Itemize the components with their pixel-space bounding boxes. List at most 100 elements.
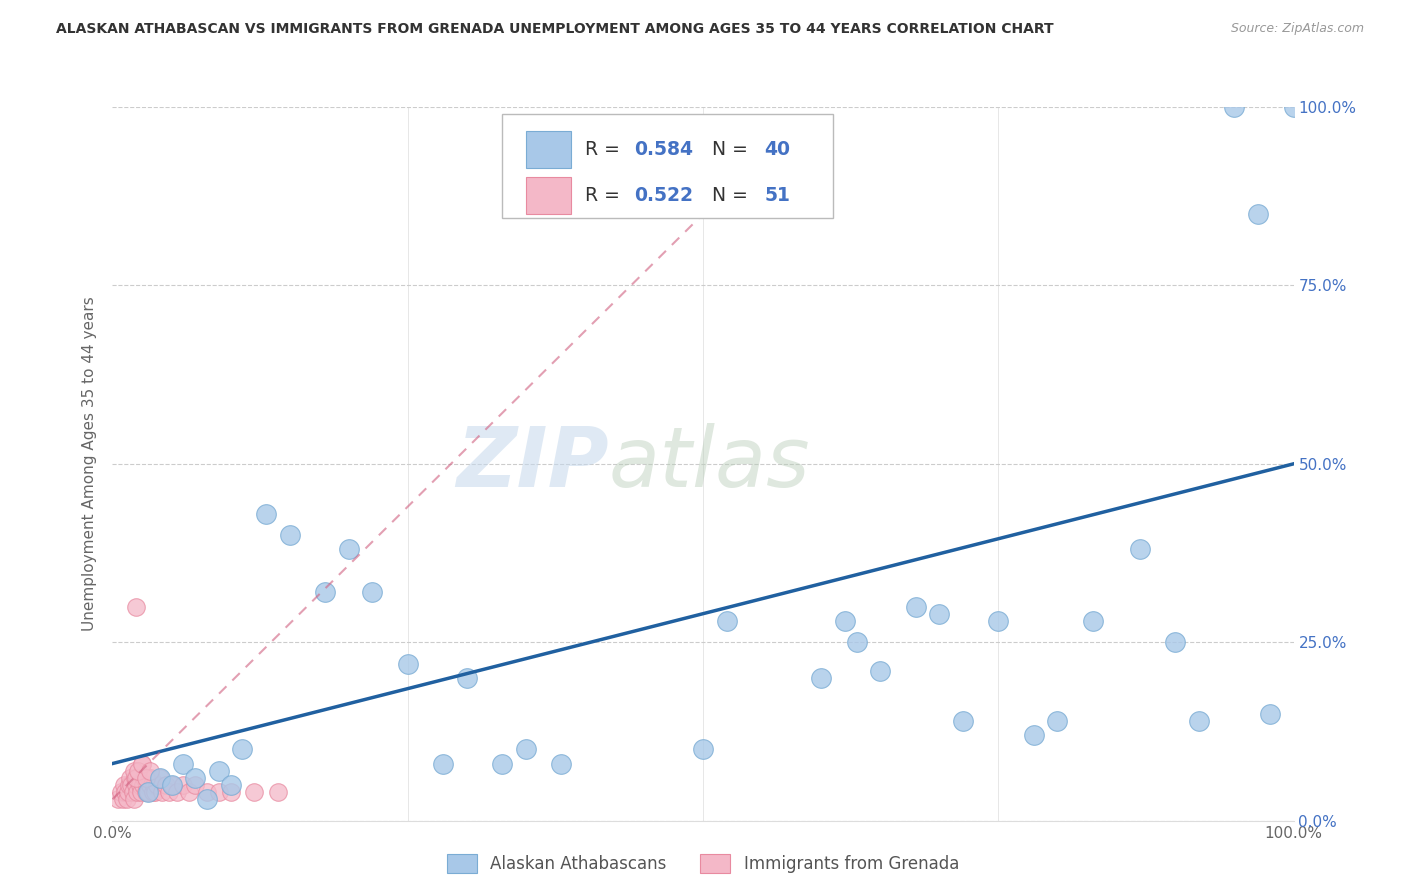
Point [952,714,974,728]
Point [124,771,146,785]
Point [115,792,138,806]
Text: 0.522: 0.522 [634,186,693,205]
Point [1164,635,1187,649]
Point [146,778,169,792]
Point [987,614,1010,628]
Point [157,785,180,799]
Point [515,742,537,756]
Point [314,585,336,599]
Point [135,771,157,785]
Text: ZIP: ZIP [456,424,609,504]
Point [125,778,148,792]
Point [142,785,165,799]
Point [179,785,201,799]
Point [219,785,242,799]
Text: Source: ZipAtlas.com: Source: ZipAtlas.com [1230,22,1364,36]
Point [117,785,139,799]
Point [1188,714,1211,728]
Point [195,792,218,806]
Point [110,785,132,799]
Point [136,785,159,799]
Text: R =: R = [585,140,626,159]
Point [243,785,266,799]
Point [134,771,156,785]
Point [361,585,384,599]
Point [1258,706,1281,721]
Point [125,771,148,785]
Point [166,785,188,799]
Point [135,778,157,792]
Point [1282,100,1305,114]
Point [904,599,927,614]
FancyBboxPatch shape [526,177,571,214]
Point [172,778,194,792]
Point [122,764,145,778]
Point [128,778,150,792]
Point [120,778,142,792]
Point [125,599,148,614]
Point [139,778,162,792]
Point [184,771,207,785]
Y-axis label: Unemployment Among Ages 35 to 44 years: Unemployment Among Ages 35 to 44 years [82,296,97,632]
FancyBboxPatch shape [502,114,832,218]
Point [112,778,135,792]
Point [127,764,149,778]
Point [112,792,135,806]
Point [219,778,242,792]
Point [1247,207,1270,221]
Text: R =: R = [585,186,626,205]
Point [160,778,183,792]
Point [121,785,143,799]
Text: 51: 51 [765,186,790,205]
Point [396,657,419,671]
Point [928,607,950,621]
Point [208,764,231,778]
Point [208,785,231,799]
Point [143,785,166,799]
Point [136,785,159,799]
Point [150,785,173,799]
Point [267,785,290,799]
Point [131,756,153,771]
Point [432,756,454,771]
Point [142,778,165,792]
Point [129,785,152,799]
Point [716,614,738,628]
Point [141,771,163,785]
Text: N =: N = [713,140,755,159]
Point [135,785,157,799]
Point [278,528,301,542]
Point [195,785,218,799]
Point [132,778,155,792]
Point [1046,714,1069,728]
Point [231,742,253,756]
Text: 40: 40 [765,140,790,159]
Point [1081,614,1104,628]
Point [550,756,572,771]
Point [869,664,891,678]
Text: ALASKAN ATHABASCAN VS IMMIGRANTS FROM GRENADA UNEMPLOYMENT AMONG AGES 35 TO 44 Y: ALASKAN ATHABASCAN VS IMMIGRANTS FROM GR… [56,22,1054,37]
Point [118,778,141,792]
Text: N =: N = [713,186,755,205]
Point [139,764,162,778]
Point [160,778,183,792]
Point [1129,542,1152,557]
Point [149,771,172,785]
Point [172,756,194,771]
Point [491,756,513,771]
Point [122,792,145,806]
Point [456,671,478,685]
Point [184,778,207,792]
Point [834,614,856,628]
Text: 0.584: 0.584 [634,140,693,159]
Point [810,671,832,685]
Point [107,792,129,806]
Point [692,742,714,756]
Point [254,507,277,521]
Point [127,771,149,785]
Point [155,778,177,792]
Legend: Alaskan Athabascans, Immigrants from Grenada: Alaskan Athabascans, Immigrants from Gre… [440,847,966,880]
Point [131,756,153,771]
Point [114,785,136,799]
Point [138,771,160,785]
